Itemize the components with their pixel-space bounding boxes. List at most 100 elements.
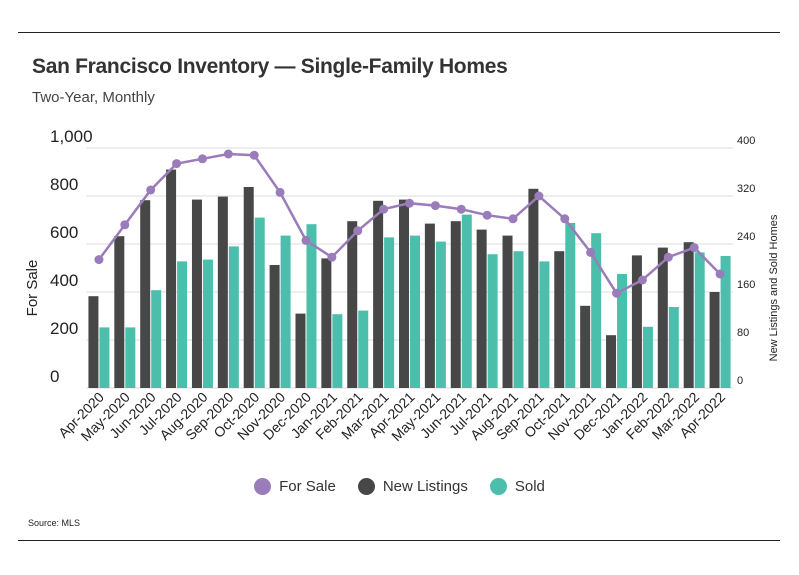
y-right-tick-label: 0: [737, 375, 743, 387]
point-for-sale: [146, 185, 156, 195]
bar-new-listings: [88, 296, 99, 388]
bar-new-listings: [114, 236, 125, 388]
legend-item-new-listings: New Listings: [357, 478, 468, 495]
point-for-sale: [456, 204, 466, 214]
bar-new-listings: [606, 335, 617, 388]
bar-new-listings: [347, 221, 358, 388]
y-left-tick-label: 800: [50, 175, 78, 194]
bar-new-listings: [295, 313, 306, 388]
point-for-sale: [715, 269, 725, 279]
bar-sold: [125, 327, 136, 388]
bar-new-listings: [683, 242, 694, 388]
bar-new-listings: [528, 188, 539, 388]
chart-legend: For Sale New Listings Sold: [0, 478, 799, 495]
point-for-sale: [560, 214, 570, 224]
bar-new-listings: [502, 235, 513, 388]
point-for-sale: [534, 191, 544, 201]
bar-new-listings: [424, 223, 435, 388]
bar-sold: [487, 254, 498, 388]
point-for-sale: [663, 252, 673, 262]
legend-label-for-sale: For Sale: [279, 478, 336, 495]
legend-label-new-listings: New Listings: [382, 478, 468, 495]
y-right-tick-label: 320: [737, 183, 755, 195]
legend-swatch-sold: [489, 478, 507, 495]
bar-sold: [720, 256, 731, 388]
bar-sold: [591, 233, 602, 388]
y-left-axis-title: For Sale: [24, 260, 41, 317]
y-right-tick-label: 240: [737, 231, 755, 243]
point-for-sale: [94, 255, 104, 265]
bar-new-listings: [321, 258, 332, 388]
point-for-sale: [327, 252, 337, 262]
point-for-sale: [353, 226, 363, 236]
legend-item-sold: Sold: [489, 478, 545, 495]
bar-sold: [410, 235, 420, 388]
bar-new-listings: [476, 229, 487, 388]
top-rule: [18, 32, 780, 33]
y-left-tick-label: 0: [50, 367, 59, 386]
point-for-sale: [223, 149, 233, 159]
bar-sold: [99, 327, 110, 388]
point-for-sale: [637, 275, 647, 285]
point-for-sale: [586, 247, 596, 257]
point-for-sale: [275, 187, 285, 197]
y-right-tick-label: 400: [737, 135, 755, 147]
legend-swatch-new-listings: [357, 478, 375, 495]
bar-sold: [435, 241, 446, 388]
bar-sold: [513, 251, 524, 388]
point-for-sale: [405, 198, 414, 208]
bar-sold: [177, 261, 188, 388]
point-for-sale: [508, 214, 518, 224]
point-for-sale: [197, 154, 207, 164]
bar-sold: [565, 223, 576, 388]
bar-sold: [254, 217, 265, 388]
point-for-sale: [301, 235, 311, 245]
point-for-sale: [120, 220, 130, 230]
bar-new-listings: [373, 200, 384, 388]
bar-sold: [151, 290, 162, 388]
bar-sold: [539, 261, 550, 388]
chart-title: San Francisco Inventory — Single-Family …: [32, 55, 508, 78]
bar-new-listings: [140, 200, 151, 388]
y-right-tick-label: 160: [737, 279, 755, 291]
bar-sold: [668, 307, 679, 388]
bar-sold: [461, 214, 472, 388]
bar-sold: [306, 224, 317, 388]
y-left-tick-label: 400: [50, 271, 78, 290]
bar-sold: [384, 237, 395, 388]
bar-new-listings: [657, 247, 668, 388]
point-for-sale: [172, 159, 182, 169]
y-left-tick-label: 200: [50, 319, 78, 338]
point-for-sale: [612, 288, 622, 298]
legend-swatch-for-sale: [254, 478, 272, 495]
bar-new-listings: [217, 196, 228, 388]
bar-new-listings: [580, 305, 591, 388]
bar-sold: [280, 235, 291, 388]
source-note: Source: MLS: [28, 518, 81, 528]
bar-new-listings: [269, 265, 280, 388]
bar-new-listings: [631, 255, 642, 388]
bar-sold: [332, 314, 343, 388]
bar-new-listings: [450, 221, 461, 388]
bar-new-listings: [191, 199, 202, 388]
y-right-axis-title: New Listings and Sold Homes: [768, 214, 780, 361]
point-for-sale: [430, 201, 440, 211]
legend-item-for-sale: For Sale: [254, 478, 336, 495]
point-for-sale: [689, 243, 699, 253]
y-left-tick-label: 1,000: [50, 127, 93, 146]
bar-sold: [358, 310, 369, 388]
bar-sold: [617, 274, 628, 388]
bar-new-listings: [709, 292, 720, 388]
bar-new-listings: [554, 251, 565, 388]
bar-new-listings: [166, 169, 177, 388]
point-for-sale: [379, 204, 389, 214]
bar-new-listings: [399, 199, 409, 388]
bar-sold: [642, 326, 653, 388]
y-right-tick-label: 80: [737, 327, 749, 339]
chart-subtitle: Two-Year, Monthly: [32, 89, 155, 106]
legend-label-sold: Sold: [514, 478, 545, 495]
bar-new-listings: [243, 187, 254, 388]
y-left-tick-label: 600: [50, 223, 78, 242]
bar-sold: [202, 259, 213, 388]
